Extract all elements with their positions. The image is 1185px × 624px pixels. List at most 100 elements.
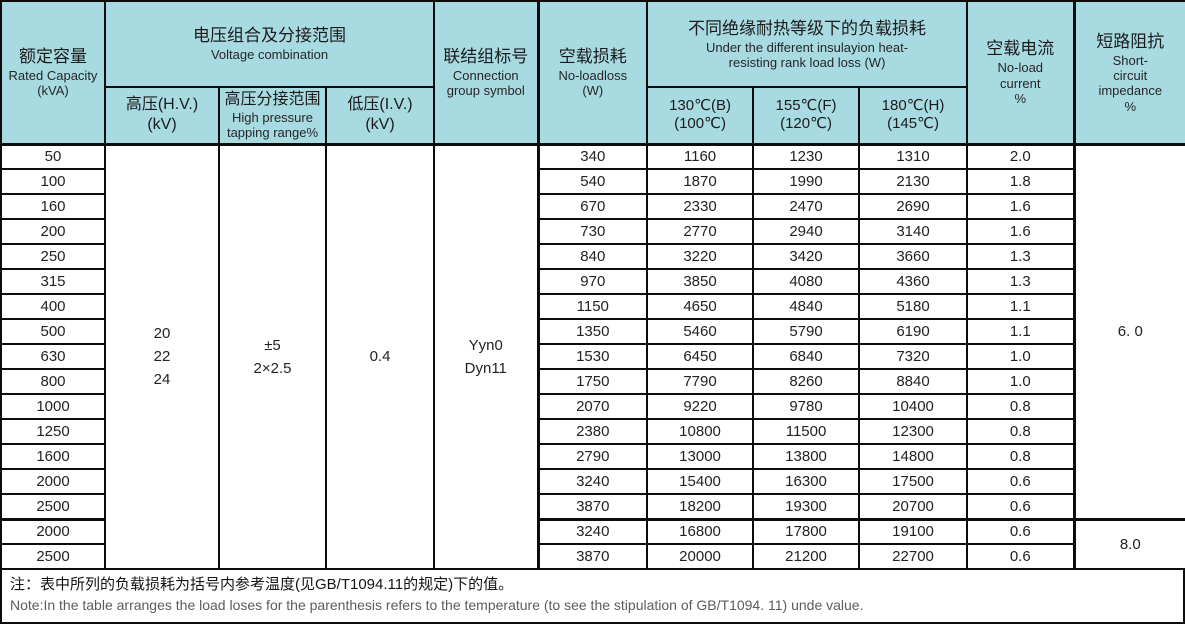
cell-no-load-loss: 540	[536, 168, 649, 195]
cell-loss-180c: 7320	[858, 343, 969, 370]
table-row: 160 670 2330 2470 2690 1.6	[0, 193, 1185, 220]
cell-no-load-current: 1.1	[966, 318, 1076, 345]
header-line: 低压(I.V.)	[347, 96, 413, 114]
col-header-no-load-current: 空载电流 No-load current %	[966, 0, 1076, 145]
footnote: 注：表中所列的负载损耗为括号内参考温度(见GB/T1094.11的规定)下的值。…	[0, 570, 1185, 624]
header-line: 不同绝缘耐热等级下的负载损耗	[688, 18, 927, 38]
cell-no-load-current: 1.3	[966, 268, 1076, 295]
cell-loss-155c: 16300	[752, 468, 861, 495]
cell-loss-155c: 4840	[752, 293, 861, 320]
cell-loss-180c: 19100	[858, 517, 969, 545]
cell-no-load-loss: 3870	[536, 493, 649, 520]
table-body: 50 20 22 24 ±5 2×2.5 0.4 Yyn0 Dyn11 340 1160 12…	[0, 142, 1185, 570]
table-row: 1000 2070 9220 9780 10400 0.8	[0, 393, 1185, 420]
header-line: %	[1124, 98, 1137, 114]
col-header-180c: 180℃(H) (145℃)	[858, 86, 969, 145]
cell-loss-180c: 10400	[858, 393, 969, 420]
col-header-short-circuit-impedance: 短路阻抗 Short- circuit impedance %	[1072, 0, 1185, 145]
header-line: (W)	[582, 83, 604, 99]
cell-impedance: 8.0	[1072, 517, 1185, 570]
cell-loss-180c: 5180	[858, 293, 969, 320]
table-row: 630 1530 6450 6840 7320 1.0	[0, 343, 1185, 370]
col-header-130c: 130℃(B) (100℃)	[646, 86, 755, 145]
cell-loss-180c: 3140	[858, 218, 969, 245]
cell-loss-130c: 16800	[646, 517, 755, 545]
col-header-lv-voltage: 低压(I.V.) (kV)	[324, 86, 436, 145]
table-header: 额定容量 Rated Capacity (kVA) 电压组合及分接范围 Volt…	[0, 0, 1185, 145]
col-header-tapping-range: 高压分接范围 High pressure tapping range%	[218, 86, 327, 145]
header-line: 额定容量	[19, 46, 87, 66]
cell-loss-155c: 8260	[752, 368, 861, 395]
cell-loss-180c: 4360	[858, 268, 969, 295]
cell-loss-130c: 7790	[646, 368, 755, 395]
cell-no-load-current: 1.3	[966, 243, 1076, 270]
cell-rated-capacity: 315	[0, 268, 106, 295]
header-line: Short-	[1112, 52, 1148, 68]
cell-no-load-loss: 1350	[536, 318, 649, 345]
cell-loss-180c: 6190	[858, 318, 969, 345]
cell-rated-capacity: 2500	[0, 493, 106, 520]
cell-hv-voltage: 20 22 24	[104, 142, 220, 570]
header-line: resisting rank load loss (W)	[728, 55, 886, 71]
header-line: High pressure	[232, 109, 313, 125]
cell-loss-130c: 1870	[646, 168, 755, 195]
cell-rated-capacity: 1600	[0, 443, 106, 470]
header-row-1: 额定容量 Rated Capacity (kVA) 电压组合及分接范围 Volt…	[0, 0, 1185, 145]
cell-no-load-current: 0.8	[966, 393, 1076, 420]
cell-no-load-current: 1.6	[966, 218, 1076, 245]
header-line: (kVA)	[37, 83, 69, 99]
cell-loss-130c: 15400	[646, 468, 755, 495]
cell-no-load-current: 0.6	[966, 543, 1076, 570]
header-line: (100℃)	[674, 115, 726, 133]
header-line: 短路阻抗	[1096, 31, 1165, 51]
header-line: No-loadloss	[558, 67, 628, 83]
header-line: current	[1000, 75, 1041, 91]
cell-loss-130c: 4650	[646, 293, 755, 320]
table-row: 500 1350 5460 5790 6190 1.1	[0, 318, 1185, 345]
cell-loss-155c: 19300	[752, 493, 861, 520]
footnote-chinese: 注：表中所列的负载损耗为括号内参考温度(见GB/T1094.11的规定)下的值。	[10, 576, 514, 593]
cell-loss-155c: 2470	[752, 193, 861, 220]
cell-no-load-loss: 970	[536, 268, 649, 295]
cell-loss-155c: 1990	[752, 168, 861, 195]
table-row: 250 840 3220 3420 3660 1.3	[0, 243, 1185, 270]
cell-loss-180c: 14800	[858, 443, 969, 470]
cell-rated-capacity: 2500	[0, 543, 106, 570]
cell-loss-155c: 6840	[752, 343, 861, 370]
cell-loss-180c: 22700	[858, 543, 969, 570]
header-line: 空载损耗	[558, 46, 627, 66]
header-line: tapping range%	[226, 125, 319, 141]
cell-no-load-current: 0.6	[966, 468, 1076, 495]
cell-no-load-loss: 3240	[536, 517, 649, 545]
cell-loss-130c: 13000	[646, 443, 755, 470]
header-line: Under the different insulayion heat-	[705, 39, 909, 55]
header-line: impedance	[1098, 83, 1163, 99]
cell-loss-155c: 21200	[752, 543, 861, 570]
cell-loss-130c: 5460	[646, 318, 755, 345]
cell-loss-130c: 3220	[646, 243, 755, 270]
table-row: 1250 2380 10800 11500 12300 0.8	[0, 418, 1185, 445]
cell-loss-155c: 11500	[752, 418, 861, 445]
header-line: (145℃)	[887, 115, 939, 133]
cell-loss-155c: 5790	[752, 318, 861, 345]
table-row: 400 1150 4650 4840 5180 1.1	[0, 293, 1185, 320]
cell-rated-capacity: 250	[0, 243, 106, 270]
cell-loss-130c: 2330	[646, 193, 755, 220]
cell-loss-180c: 8840	[858, 368, 969, 395]
cell-rated-capacity: 50	[0, 142, 106, 170]
cell-no-load-current: 0.6	[966, 493, 1076, 520]
cell-loss-180c: 1310	[858, 142, 969, 170]
cell-loss-130c: 6450	[646, 343, 755, 370]
cell-no-load-loss: 2790	[536, 443, 649, 470]
cell-no-load-loss: 2070	[536, 393, 649, 420]
cell-impedance: 6. 0	[1072, 142, 1185, 520]
cell-loss-130c: 1160	[646, 142, 755, 170]
header-line: Voltage combination	[210, 47, 329, 63]
cell-loss-180c: 2130	[858, 168, 969, 195]
table-row: 315 970 3850 4080 4360 1.3	[0, 268, 1185, 295]
cell-rated-capacity: 630	[0, 343, 106, 370]
cell-loss-155c: 9780	[752, 393, 861, 420]
cell-rated-capacity: 400	[0, 293, 106, 320]
cell-lv-voltage: 0.4	[324, 142, 436, 570]
